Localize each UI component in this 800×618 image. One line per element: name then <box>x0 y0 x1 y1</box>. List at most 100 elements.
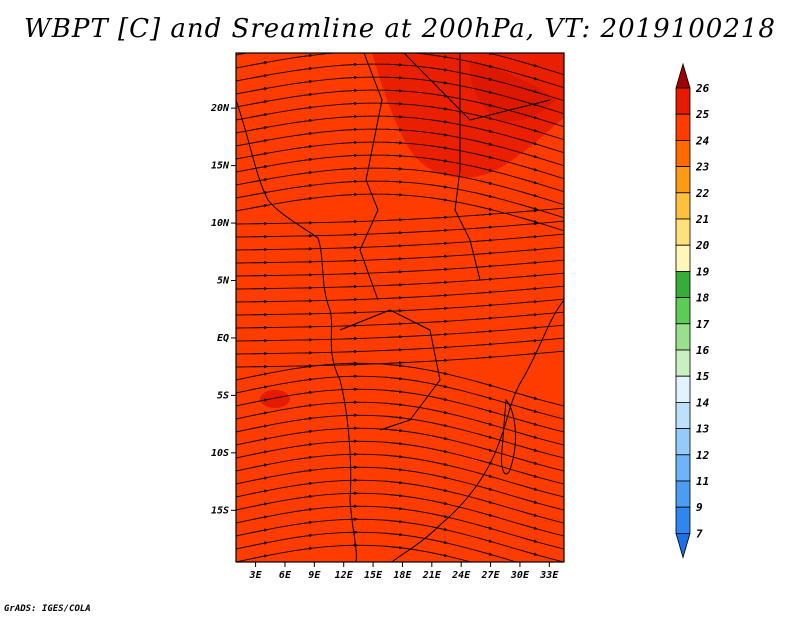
x-axis: 3E 6E 9E 12E 15E 18E 21E 24E 27E 30E 33E <box>249 562 559 581</box>
streamline-arrow <box>430 280 448 285</box>
streamline-arrow <box>250 112 268 118</box>
streamline-arrow <box>430 474 448 480</box>
streamline-arrow <box>475 316 493 321</box>
streamline-arrow <box>385 102 403 106</box>
y-tick-label: 10S <box>211 448 229 459</box>
streamline-arrow <box>430 93 448 98</box>
streamline-arrow <box>295 403 313 408</box>
streamline-arrow <box>430 197 448 202</box>
streamline-arrow <box>430 80 448 85</box>
streamline-arrow <box>340 114 358 119</box>
streamline-arrow <box>250 151 268 157</box>
streamline-arrow <box>520 217 538 224</box>
streamline-arrow <box>475 166 493 172</box>
streamline-arrow <box>520 61 538 68</box>
streamline-arrow <box>431 42 446 44</box>
colorbar-swatch <box>675 166 691 194</box>
streamline-arrow <box>520 165 538 172</box>
streamline-arrow <box>520 260 538 265</box>
streamline-arrow <box>520 204 538 211</box>
streamline-arrow <box>475 497 493 504</box>
streamline-arrow <box>520 221 538 226</box>
streamline-arrow <box>520 432 538 439</box>
streamline-arrow <box>475 432 493 439</box>
colorbar-extend-high <box>675 62 691 89</box>
streamline-arrow <box>430 145 448 150</box>
x-tick-label: 9E <box>308 570 321 581</box>
streamline-arrow <box>520 191 538 198</box>
streamline-arrow <box>385 428 403 433</box>
streamline-arrow <box>295 79 313 84</box>
colorbar-swatch <box>675 506 691 534</box>
streamline-arrow <box>475 419 493 426</box>
streamline-arrow <box>520 325 538 330</box>
streamline-arrow <box>430 448 448 454</box>
streamline-arrow <box>385 257 403 261</box>
streamline-arrow <box>430 215 448 220</box>
streamline-arrow <box>385 218 403 222</box>
x-tick-label: 6E <box>279 570 292 581</box>
streamline-arrow <box>385 296 403 300</box>
streamline-arrow <box>521 563 536 567</box>
streamline-arrow <box>520 497 538 504</box>
streamline-arrow <box>340 127 358 132</box>
streamline-arrow <box>475 101 493 107</box>
streamline-arrow <box>385 402 403 407</box>
chart-title: WBPT [C] and Sreamline at 200hPa, VT: 20… <box>24 14 776 44</box>
streamline-arrow <box>295 157 313 162</box>
streamline-arrow <box>430 67 448 72</box>
colorbar-swatch <box>675 375 691 403</box>
streamline-arrow <box>475 75 493 81</box>
colorbar-label: 20 <box>695 239 710 252</box>
colorbar-swatch <box>675 323 691 351</box>
streamline-arrow <box>250 554 268 560</box>
colorbar-label: 7 <box>696 527 703 540</box>
x-tick-label: 24E <box>451 570 471 581</box>
streamline-arrow <box>250 138 268 144</box>
streamline-arrow <box>430 241 448 246</box>
streamline-arrow <box>475 153 493 159</box>
map-outlines <box>236 53 564 562</box>
streamline-arrow <box>430 306 448 311</box>
streamline-arrow <box>295 455 313 460</box>
streamline-arrow <box>354 53 358 54</box>
streamline-arrow <box>250 528 268 534</box>
streamline-arrow <box>385 415 403 420</box>
streamline-arrow <box>520 445 538 452</box>
streamline-arrow <box>340 88 358 93</box>
colorbar-label: 21 <box>695 213 709 226</box>
streamline-arrow <box>385 348 403 352</box>
streamline-arrow <box>250 450 268 456</box>
streamline-arrow <box>430 487 448 493</box>
streamline-arrow <box>250 164 268 170</box>
streamline-arrow <box>520 536 538 543</box>
colorbar-label: 17 <box>696 318 710 331</box>
streamline-arrow <box>520 523 538 530</box>
streamline-arrow <box>385 363 403 368</box>
colorbar-label: 9 <box>696 501 703 514</box>
streamline-arrow <box>385 309 403 313</box>
streamline-arrow <box>386 38 401 39</box>
streamline-arrow <box>430 422 448 428</box>
x-tick-label: 12E <box>335 570 354 581</box>
streamlines <box>236 38 564 567</box>
streamline-arrow <box>385 167 403 171</box>
y-tick-label: 5N <box>217 275 230 286</box>
streamline-arrow <box>475 471 493 478</box>
streamline-arrow <box>475 342 493 347</box>
streamline-arrow <box>295 53 313 58</box>
y-tick-label: 10N <box>211 218 230 229</box>
streamline-arrow <box>385 244 403 248</box>
streamline-arrow <box>385 506 403 511</box>
streamline-arrow <box>430 171 448 176</box>
streamline-arrow <box>250 372 268 378</box>
streamline-arrow <box>385 154 403 158</box>
streamline-arrow <box>250 463 268 469</box>
colorbar-label: 14 <box>696 396 710 409</box>
streamline-arrow <box>250 86 268 92</box>
streamline-arrow <box>520 338 538 343</box>
streamline-arrow <box>385 115 403 119</box>
credit-label: GrADS: IGES/COLA <box>4 604 91 614</box>
streamline-arrow <box>340 179 358 184</box>
streamline-arrow <box>475 303 493 308</box>
